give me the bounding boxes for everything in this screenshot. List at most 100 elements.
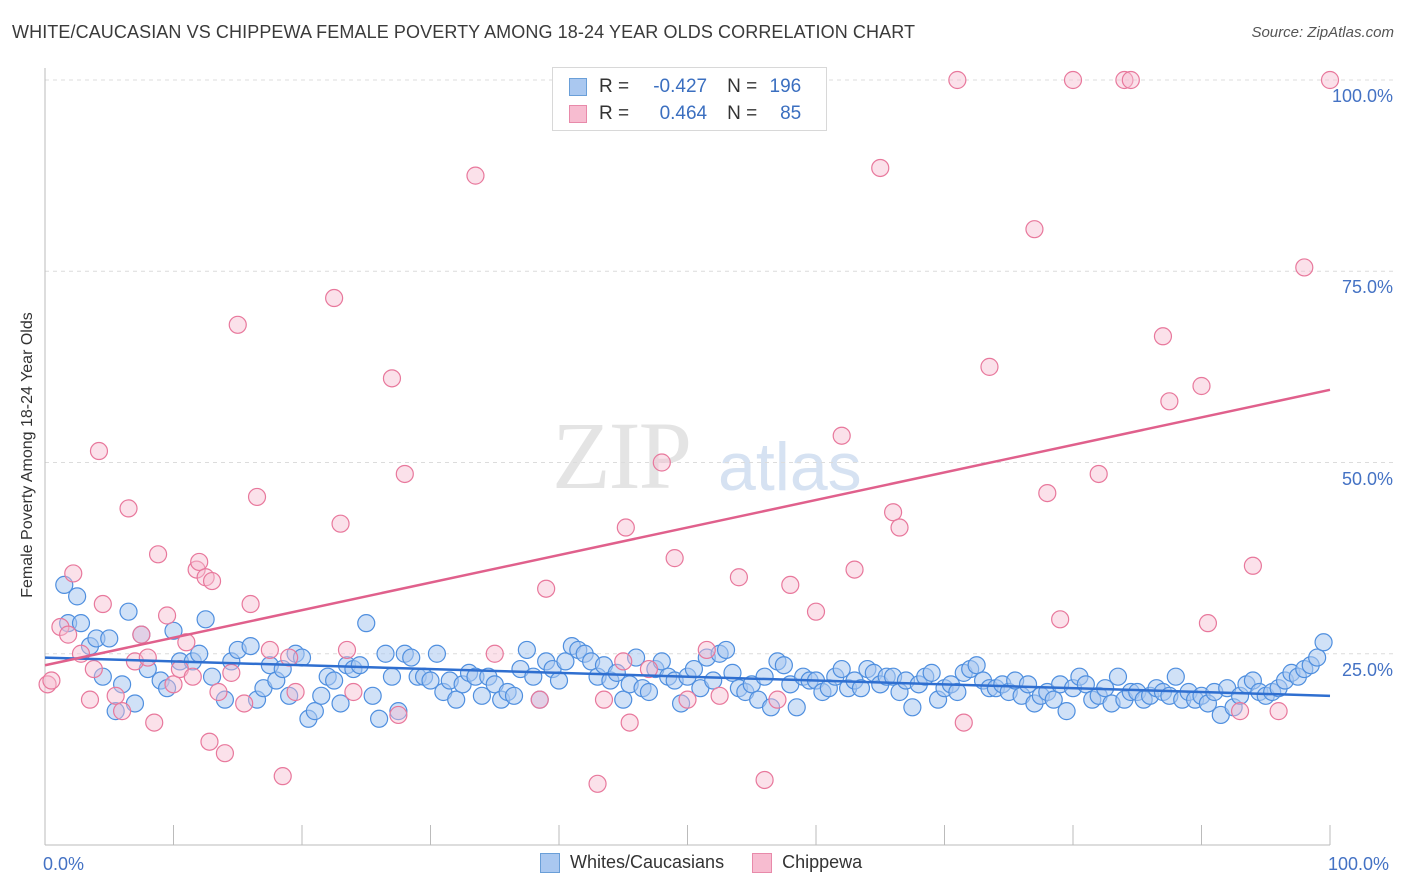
point-chippewa [112, 702, 132, 721]
point-chippewa [202, 571, 222, 591]
point-whites [202, 667, 222, 686]
point-chippewa [222, 663, 241, 682]
legend-r-label: R = [599, 76, 630, 97]
point-chippewa [755, 770, 774, 790]
point-chippewa [697, 640, 716, 660]
point-whites [370, 709, 389, 728]
legend-swatch-chippewa [569, 105, 587, 123]
point-chippewa [389, 705, 408, 725]
point-chippewa [89, 441, 109, 461]
point-chippewa [215, 744, 234, 763]
point-chippewa [678, 690, 697, 709]
bottom-legend-label-whites: Whites/Caucasians [570, 852, 725, 872]
point-chippewa [148, 545, 168, 564]
y-tick-label: 100.0% [1331, 86, 1393, 106]
trend-line-whites [44, 656, 1331, 698]
point-chippewa [832, 426, 851, 445]
point-chippewa [331, 514, 350, 533]
point-whites [1166, 667, 1185, 686]
point-chippewa [1160, 392, 1179, 411]
point-chippewa [485, 644, 504, 663]
legend-n-value-chippewa: 85 [780, 103, 802, 124]
point-whites [774, 656, 793, 675]
point-whites [389, 702, 408, 721]
point-whites [325, 671, 344, 690]
bottom-legend-whites: Whites/Caucasians [540, 852, 724, 873]
point-chippewa [710, 686, 729, 705]
point-chippewa [1025, 220, 1044, 239]
point-whites [716, 640, 736, 660]
point-chippewa [890, 518, 909, 537]
point-whites [363, 686, 382, 705]
point-chippewa [1230, 702, 1250, 721]
bottom-legend-swatch-whites [540, 852, 560, 873]
point-chippewa [337, 640, 357, 660]
point-whites [100, 629, 119, 648]
bottom-legend: Whites/Caucasians Chippewa [540, 852, 890, 873]
source-label: Source: ZipAtlas.com [1251, 24, 1394, 41]
y-tick-label: 25.0% [1341, 659, 1393, 680]
point-chippewa [1243, 556, 1263, 575]
point-chippewa [84, 659, 103, 679]
chart-title: WHITE/CAUCASIAN VS CHIPPEWA FEMALE POVER… [12, 22, 916, 42]
point-whites [447, 690, 466, 709]
point-whites [851, 679, 871, 698]
point-whites [704, 671, 723, 690]
point-chippewa [64, 564, 83, 583]
point-chippewa [1115, 70, 1134, 90]
point-whites [832, 659, 851, 679]
point-chippewa [537, 579, 556, 598]
point-whites [312, 686, 331, 705]
legend-row-chippewa: R = 0.464 N = 85 [569, 102, 801, 126]
watermark-zip: ZIP [552, 402, 692, 509]
point-chippewa [530, 690, 549, 709]
point-chippewa [665, 549, 684, 568]
point-whites [119, 602, 138, 621]
point-chippewa [616, 518, 635, 537]
bottom-legend-chippewa: Chippewa [752, 852, 862, 873]
point-chippewa [382, 369, 402, 388]
point-chippewa [871, 158, 890, 178]
point-whites [1057, 702, 1076, 721]
legend-n-label: N = [727, 103, 758, 124]
point-whites [504, 686, 524, 705]
point-chippewa [138, 648, 157, 667]
point-chippewa [883, 503, 903, 522]
point-whites [639, 682, 659, 702]
point-chippewa [51, 617, 70, 637]
point-whites [517, 640, 536, 660]
point-whites [357, 614, 376, 633]
point-chippewa [164, 675, 183, 694]
y-tick-label: 50.0% [1341, 468, 1393, 489]
point-chippewa [1121, 70, 1140, 90]
point-chippewa [157, 606, 177, 625]
point-chippewa [1295, 258, 1314, 277]
point-chippewa [806, 602, 826, 621]
point-whites [787, 698, 806, 717]
point-chippewa [235, 694, 254, 713]
point-chippewa [1089, 464, 1108, 484]
point-whites [421, 671, 440, 690]
point-chippewa [729, 568, 749, 587]
point-whites [106, 702, 125, 721]
point-whites [241, 636, 260, 656]
point-whites [549, 671, 569, 690]
point-chippewa [1153, 327, 1173, 346]
point-chippewa [781, 575, 800, 595]
legend-n-label: N = [727, 76, 758, 97]
point-chippewa [594, 690, 614, 709]
point-whites [1314, 633, 1333, 652]
point-chippewa [620, 713, 639, 732]
point-chippewa [1192, 376, 1211, 396]
axes [44, 68, 1331, 846]
x-tick-label-max: 100.0% [1328, 854, 1390, 874]
point-chippewa [241, 594, 260, 614]
point-chippewa [1198, 614, 1218, 633]
bottom-legend-label-chippewa: Chippewa [782, 852, 863, 872]
point-whites [305, 702, 324, 721]
watermark-atlas: atlas [718, 429, 862, 505]
point-chippewa [200, 732, 219, 751]
point-whites [614, 690, 633, 709]
trend-lines [44, 388, 1331, 698]
